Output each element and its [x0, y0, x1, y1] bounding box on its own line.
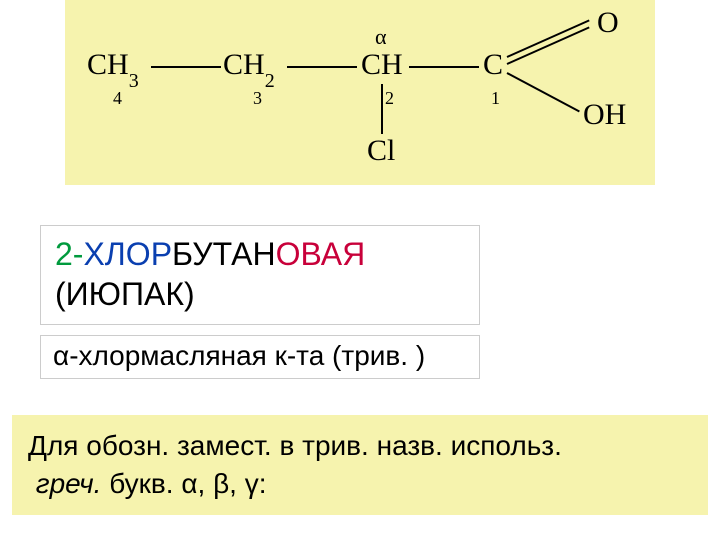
- iupac-panel: 2-ХЛОРБУТАНОВАЯ (ИЮПАК): [40, 225, 480, 325]
- iupac-num: 2-: [55, 236, 83, 272]
- iupac-sub: ХЛОР: [83, 236, 172, 272]
- atom-ch2: CH2: [223, 48, 275, 87]
- bond-3-2: [287, 66, 357, 68]
- label-4: 4: [113, 88, 122, 109]
- iupac-root: БУТАН: [172, 236, 276, 272]
- ch2-sub: 2: [265, 70, 275, 92]
- bond-c-oh: [507, 72, 580, 112]
- trivial-panel: α-хлормасляная к-та (трив. ): [40, 335, 480, 379]
- bond-c-o-2: [507, 26, 590, 64]
- iupac-line1: 2-ХЛОРБУТАНОВАЯ: [55, 234, 465, 274]
- atom-oh: OH: [583, 98, 626, 132]
- label-2: 2: [385, 88, 394, 109]
- label-3: 3: [253, 88, 262, 109]
- note-greek: греч.: [36, 468, 102, 499]
- atom-cl: Cl: [367, 134, 395, 168]
- bond-4-3: [151, 66, 221, 68]
- structure-panel: CH3 4 CH2 3 CH α 2 Cl C 1 O OH: [65, 0, 655, 185]
- bond-2-1: [409, 66, 479, 68]
- atom-ch: CH: [361, 48, 403, 82]
- note-panel: Для обозн. замест. в трив. назв. использ…: [12, 415, 708, 515]
- ch2-text: CH: [223, 48, 265, 81]
- label-alpha: α: [375, 24, 387, 50]
- bond-2-cl: [381, 84, 383, 134]
- ch3-text: CH: [87, 48, 129, 81]
- atom-o: O: [597, 6, 619, 40]
- note-line1: Для обозн. замест. в трив. назв. использ…: [28, 427, 692, 465]
- atom-ch3: CH3: [87, 48, 139, 87]
- note-line2: греч. букв. α, β, γ:: [28, 465, 692, 503]
- label-1: 1: [491, 88, 500, 109]
- trivial-text: α-хлормасляная к-та (трив. ): [53, 340, 467, 372]
- ch3-sub: 3: [129, 70, 139, 92]
- iupac-line2: (ИЮПАК): [55, 274, 465, 314]
- note-letters: букв. α, β, γ:: [101, 468, 266, 499]
- bond-c-o-1: [507, 19, 590, 57]
- atom-c: C: [483, 48, 503, 82]
- iupac-suffix: ОВАЯ: [276, 236, 366, 272]
